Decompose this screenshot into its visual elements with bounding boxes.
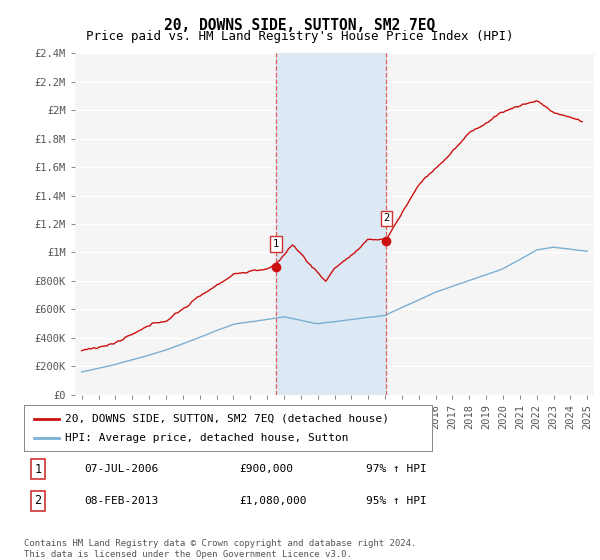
Text: Contains HM Land Registry data © Crown copyright and database right 2024.
This d: Contains HM Land Registry data © Crown c… bbox=[24, 539, 416, 559]
Text: 1: 1 bbox=[273, 239, 279, 249]
Text: 20, DOWNS SIDE, SUTTON, SM2 7EQ (detached house): 20, DOWNS SIDE, SUTTON, SM2 7EQ (detache… bbox=[65, 414, 389, 424]
Text: £900,000: £900,000 bbox=[239, 464, 293, 474]
Text: £1,080,000: £1,080,000 bbox=[239, 496, 307, 506]
Text: 2: 2 bbox=[34, 494, 41, 507]
Text: HPI: Average price, detached house, Sutton: HPI: Average price, detached house, Sutt… bbox=[65, 433, 348, 443]
Text: 95% ↑ HPI: 95% ↑ HPI bbox=[366, 496, 427, 506]
Text: 97% ↑ HPI: 97% ↑ HPI bbox=[366, 464, 427, 474]
Text: 2: 2 bbox=[383, 213, 389, 223]
Text: 20, DOWNS SIDE, SUTTON, SM2 7EQ: 20, DOWNS SIDE, SUTTON, SM2 7EQ bbox=[164, 18, 436, 33]
Text: 08-FEB-2013: 08-FEB-2013 bbox=[85, 496, 159, 506]
Text: Price paid vs. HM Land Registry's House Price Index (HPI): Price paid vs. HM Land Registry's House … bbox=[86, 30, 514, 43]
Text: 1: 1 bbox=[34, 463, 41, 476]
Bar bbox=[276, 53, 386, 395]
Text: 07-JUL-2006: 07-JUL-2006 bbox=[85, 464, 159, 474]
